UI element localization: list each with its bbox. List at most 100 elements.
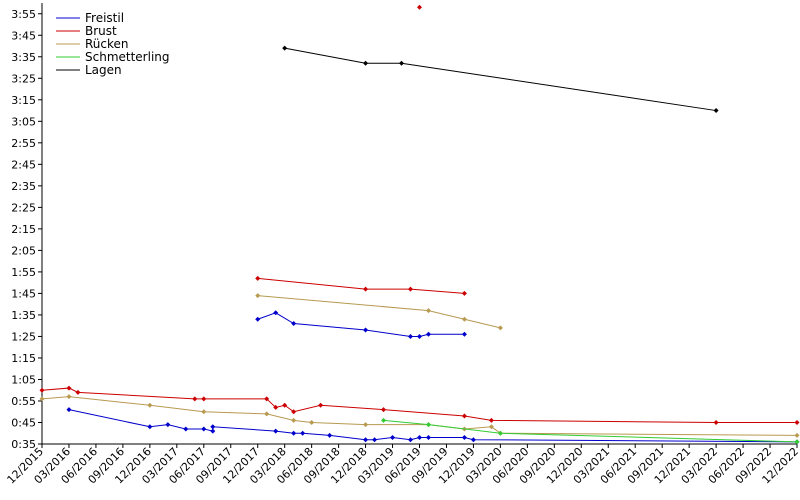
y-axis-ticks: 0:35 0:45 0:55 1:05 1:15 1:25 1:35 1:45 1:55 2:05… xyxy=(11,8,42,451)
series-schmetterling xyxy=(381,417,800,445)
data-point-freistil xyxy=(470,437,476,443)
data-point-lagen xyxy=(713,108,719,114)
data-point-freistil xyxy=(363,327,369,333)
x-axis-ticks: 12/201503/201606/201609/201612/201603/20… xyxy=(5,444,800,486)
y-tick-label: 1:45 xyxy=(11,287,36,300)
data-point-brust xyxy=(417,4,422,10)
data-point-brust xyxy=(363,286,369,292)
data-point-brust xyxy=(255,275,261,281)
data-point-schmetterling xyxy=(794,439,800,445)
data-point-brust xyxy=(318,402,324,408)
data-point-freistil xyxy=(390,435,396,441)
data-point-freistil xyxy=(66,407,72,413)
y-tick-label: 2:45 xyxy=(11,158,36,171)
y-tick-label: 0:35 xyxy=(11,438,36,451)
data-point-r-cken xyxy=(255,293,261,299)
data-point-brust xyxy=(713,419,719,425)
series-line-brust xyxy=(257,277,465,294)
series-line-lagen xyxy=(284,47,717,112)
series-brust xyxy=(39,4,800,425)
data-point-lagen xyxy=(282,45,288,51)
data-point-r-cken xyxy=(147,402,153,408)
data-point-brust xyxy=(192,396,198,402)
y-tick-label: 2:55 xyxy=(11,137,36,150)
data-point-freistil xyxy=(417,333,422,339)
data-point-schmetterling xyxy=(425,422,431,428)
data-point-r-cken xyxy=(201,409,207,415)
data-point-freistil xyxy=(461,435,467,441)
data-point-freistil xyxy=(255,316,261,322)
series-lagen xyxy=(282,45,719,114)
y-tick-label: 3:15 xyxy=(11,94,36,107)
data-point-brust xyxy=(282,402,288,408)
data-point-brust xyxy=(461,290,467,296)
legend-label-lagen: Lagen xyxy=(85,63,122,77)
data-point-freistil xyxy=(273,310,279,316)
data-point-freistil xyxy=(291,321,297,327)
data-point-brust xyxy=(381,407,387,413)
data-point-brust xyxy=(408,286,414,292)
data-point-freistil xyxy=(147,424,153,430)
data-point-freistil xyxy=(201,426,207,432)
data-point-freistil xyxy=(273,428,279,434)
data-point-freistil xyxy=(417,435,422,441)
data-point-r-cken xyxy=(264,411,270,417)
series-line-r-cken xyxy=(257,295,501,329)
y-tick-label: 1:15 xyxy=(11,352,36,365)
data-point-brust xyxy=(461,413,467,419)
data-point-brust xyxy=(273,404,279,410)
series-freistil xyxy=(66,310,800,445)
data-point-freistil xyxy=(183,426,189,432)
y-tick-label: 2:15 xyxy=(11,223,36,236)
data-point-freistil xyxy=(210,424,216,430)
series-line-schmetterling xyxy=(383,419,798,443)
series-line-r-cken xyxy=(41,396,798,436)
data-point-r-cken xyxy=(794,432,800,438)
data-point-freistil xyxy=(327,432,333,438)
data-point-freistil xyxy=(291,430,297,436)
data-point-freistil xyxy=(372,437,378,443)
series-line-brust xyxy=(41,387,797,423)
y-tick-label: 2:35 xyxy=(11,180,36,193)
y-tick-label: 1:55 xyxy=(11,266,36,279)
data-point-r-cken xyxy=(309,419,315,425)
data-point-freistil xyxy=(408,437,414,443)
data-point-freistil xyxy=(165,422,171,428)
y-tick-label: 3:25 xyxy=(11,72,36,85)
data-point-r-cken xyxy=(461,316,467,322)
data-point-r-cken xyxy=(488,424,494,430)
data-point-r-cken xyxy=(39,396,45,402)
legend-label-freistil: Freistil xyxy=(85,11,124,25)
y-tick-label: 0:45 xyxy=(11,416,36,429)
data-point-schmetterling xyxy=(381,417,387,423)
data-point-freistil xyxy=(363,437,369,443)
data-point-r-cken xyxy=(497,325,503,331)
y-tick-label: 3:05 xyxy=(11,115,36,128)
series-line-freistil xyxy=(257,312,465,337)
y-tick-label: 0:55 xyxy=(11,395,36,408)
data-point-freistil xyxy=(210,428,216,434)
data-point-r-cken xyxy=(66,394,72,400)
data-point-lagen xyxy=(363,60,369,66)
data-point-brust xyxy=(75,389,81,395)
data-point-brust xyxy=(201,396,207,402)
y-tick-label: 3:35 xyxy=(11,51,36,64)
y-tick-label: 2:05 xyxy=(11,244,36,257)
data-point-brust xyxy=(794,419,800,425)
y-tick-label: 3:55 xyxy=(11,8,36,21)
data-point-freistil xyxy=(425,435,431,441)
data-point-brust xyxy=(39,387,45,393)
y-tick-label: 1:05 xyxy=(11,373,36,386)
data-point-r-cken xyxy=(291,417,297,423)
legend-label-brust: Brust xyxy=(85,24,117,38)
y-tick-label: 2:25 xyxy=(11,201,36,214)
data-point-schmetterling xyxy=(497,430,503,436)
y-tick-label: 3:45 xyxy=(11,29,36,42)
data-point-brust xyxy=(291,409,297,415)
data-point-freistil xyxy=(300,430,306,436)
series-line-freistil xyxy=(68,409,798,443)
axes xyxy=(41,3,797,445)
y-tick-label: 1:35 xyxy=(11,309,36,322)
